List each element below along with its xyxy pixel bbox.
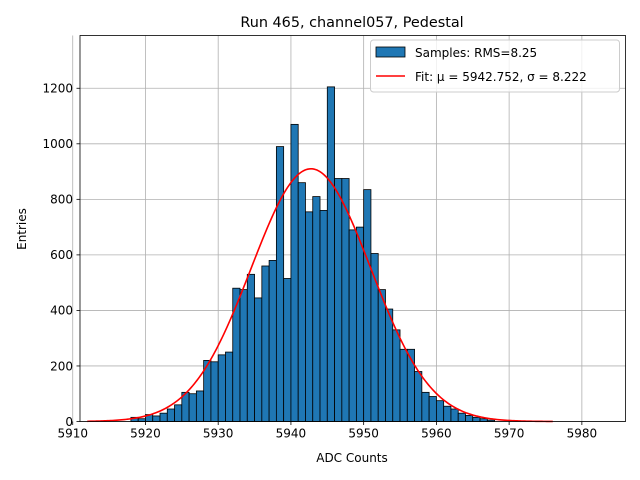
histogram-bar [174, 404, 183, 422]
histogram-bar [341, 178, 350, 422]
legend-histogram-label: Samples: RMS=8.25 [415, 46, 537, 60]
histogram-bar [232, 287, 241, 422]
histogram-bar [399, 348, 408, 422]
histogram-bar [188, 393, 197, 422]
histogram-bar [326, 86, 335, 422]
y-axis-label: Entries [15, 208, 29, 250]
histogram-bar [348, 229, 357, 422]
legend-fit-label: Fit: μ = 5942.752, σ = 8.222 [415, 70, 587, 84]
fit-curve-layer [87, 167, 553, 423]
histogram-bar [195, 390, 205, 422]
x-tick-label: 5910 [57, 427, 88, 441]
histogram-bar [275, 146, 285, 422]
y-tick-label: 400 [50, 304, 73, 318]
histogram-bar [334, 178, 343, 422]
x-tick-label: 5980 [567, 427, 598, 441]
x-tick-label: 5930 [203, 427, 234, 441]
histogram-bar [290, 123, 299, 422]
histogram-bar [443, 405, 452, 422]
histogram-bar [283, 278, 292, 422]
histogram-bar [392, 329, 401, 422]
x-tick-label: 5950 [348, 427, 379, 441]
histogram-bar [472, 416, 481, 422]
histogram-bar [261, 265, 270, 422]
histogram-bar [137, 418, 146, 422]
histogram-bar [385, 308, 394, 422]
histogram-bar [254, 297, 263, 422]
histogram-bar [465, 414, 474, 422]
histogram-bar [297, 182, 306, 422]
histogram-bar [355, 226, 365, 422]
histogram-bar [457, 412, 466, 422]
histogram-bar [377, 289, 386, 422]
y-tick-label: 1000 [42, 137, 73, 151]
fit-curve [87, 167, 553, 423]
histogram-bar [319, 210, 328, 422]
histogram-bar [225, 351, 234, 422]
x-axis-ticks: 5910 5920 5930 5940 5950 5960 5970 5980 [57, 421, 598, 441]
histogram-bar [479, 418, 488, 422]
histogram-bar [435, 400, 445, 422]
x-tick-label: 5920 [130, 427, 161, 441]
histogram-bar [312, 196, 321, 422]
y-tick-label: 200 [50, 359, 73, 373]
plot-frame [79, 35, 626, 422]
histogram-bar [217, 354, 226, 422]
y-tick-label: 800 [50, 193, 73, 207]
histogram-bar [363, 189, 372, 422]
x-tick-label: 5970 [494, 427, 525, 441]
x-axis-label: ADC Counts [316, 451, 388, 465]
histogram-bar [414, 371, 423, 422]
legend-box [370, 39, 620, 93]
x-tick-label: 5940 [276, 427, 307, 441]
histogram-bar [428, 396, 437, 422]
legend-bar-swatch [375, 46, 406, 58]
histogram-bar [239, 289, 248, 422]
histogram-bar [159, 412, 168, 422]
chart-title: Run 465, channel057, Pedestal [240, 15, 463, 31]
histogram-bar [166, 408, 175, 422]
x-tick-label: 5960 [421, 427, 452, 441]
histogram-bar [305, 211, 314, 422]
y-tick-label: 1200 [42, 82, 73, 96]
histogram-bar [246, 273, 255, 422]
y-tick-label: 0 [65, 415, 73, 429]
histogram-bar [268, 260, 277, 422]
histogram-bar [421, 391, 430, 422]
y-axis-ticks: 0 200 400 600 800 1000 1200 [42, 82, 80, 429]
histogram-bar [210, 361, 219, 422]
y-tick-label: 600 [50, 248, 73, 262]
legend: Samples: RMS=8.25 Fit: μ = 5942.752, σ =… [370, 39, 620, 93]
histogram-bar [450, 408, 459, 422]
histogram-bar [152, 415, 161, 422]
